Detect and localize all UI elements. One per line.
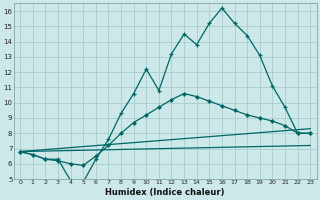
X-axis label: Humidex (Indice chaleur): Humidex (Indice chaleur) [106, 188, 225, 197]
